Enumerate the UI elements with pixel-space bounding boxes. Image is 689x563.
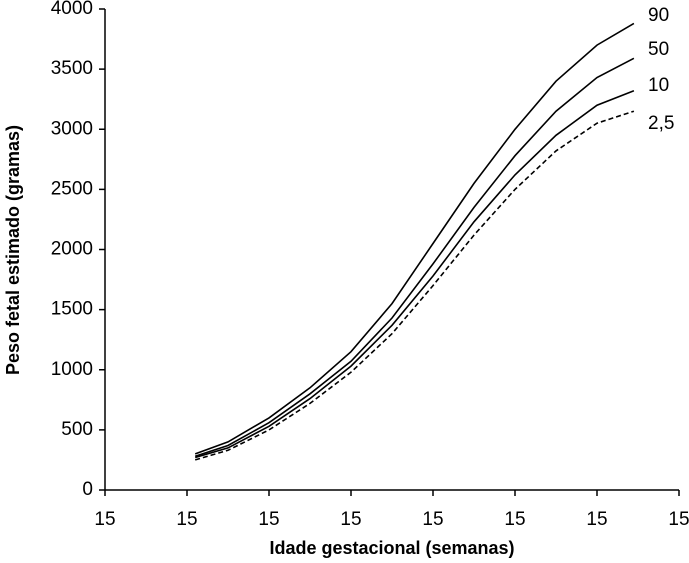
series-label: 50	[648, 39, 669, 60]
series-label: 10	[648, 75, 669, 96]
y-tick-label: 4000	[51, 0, 93, 19]
x-tick-label: 15	[422, 509, 443, 530]
x-tick-label: 15	[668, 509, 689, 530]
y-tick-label: 500	[61, 419, 93, 440]
x-tick-label: 15	[586, 509, 607, 530]
y-tick-label: 1500	[51, 299, 93, 320]
y-tick-label: 2500	[51, 178, 93, 199]
x-tick-label: 15	[258, 509, 279, 530]
y-axis-label: Peso fetal estimado (gramas)	[3, 125, 23, 375]
line-series	[194, 22, 635, 455]
series-label: 2,5	[648, 113, 674, 134]
line-series	[194, 110, 635, 461]
y-tick-label: 2000	[51, 239, 93, 260]
line-series	[194, 57, 635, 458]
line-series	[194, 90, 635, 459]
y-tick-label: 3000	[51, 118, 93, 139]
x-axis-label: Idade gestacional (semanas)	[269, 538, 514, 558]
x-tick-label: 15	[94, 509, 115, 530]
x-tick-label: 15	[176, 509, 197, 530]
y-tick-label: 3500	[51, 58, 93, 79]
y-tick-label: 1000	[51, 359, 93, 380]
series-label: 90	[648, 5, 669, 26]
y-tick-label: 0	[82, 479, 93, 500]
x-tick-label: 15	[504, 509, 525, 530]
x-tick-label: 15	[340, 509, 361, 530]
